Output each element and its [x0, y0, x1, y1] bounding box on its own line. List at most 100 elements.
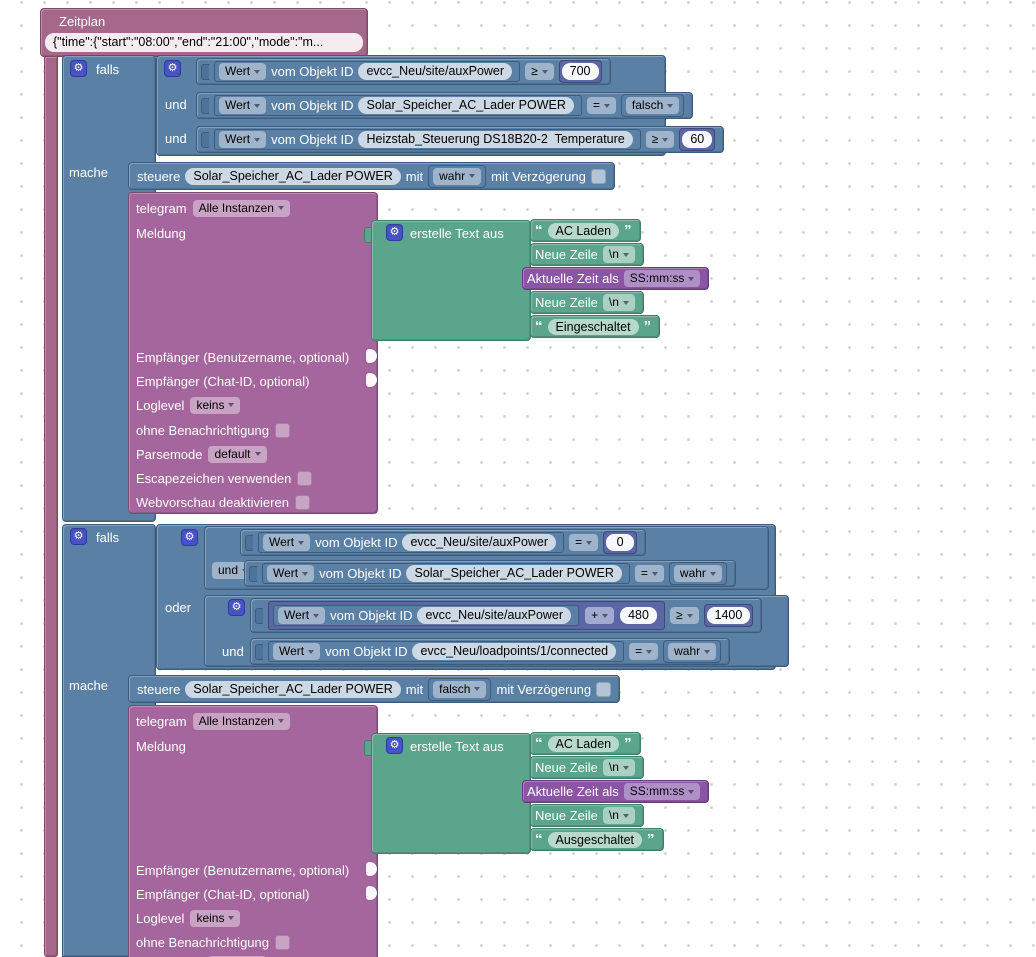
gear-icon[interactable]: ⚙ — [386, 737, 403, 754]
number-block[interactable]: 0 — [603, 531, 638, 554]
value-socket[interactable] — [366, 373, 377, 387]
newline-block[interactable]: Neue Zeile \n — [530, 291, 644, 314]
boolean-block[interactable]: wahr — [428, 164, 487, 188]
object-id-field[interactable]: evcc_Neu/site/auxPower — [358, 63, 513, 80]
webpreview-checkbox[interactable] — [294, 494, 310, 510]
value-socket[interactable] — [366, 349, 377, 363]
get-value-block[interactable]: Wert vom Objekt ID evcc_Neu/site/auxPowe… — [273, 605, 580, 626]
gear-icon[interactable]: ⚙ — [386, 224, 403, 241]
number-field[interactable]: 480 — [620, 607, 657, 624]
number-block[interactable]: 1400 — [703, 604, 754, 627]
get-value-block[interactable]: Wert vom Objekt ID Solar_Speicher_AC_Lad… — [214, 95, 582, 116]
number-block[interactable]: 700 — [558, 60, 602, 83]
escape-checkbox[interactable] — [297, 470, 313, 486]
number-field[interactable]: 1400 — [706, 607, 751, 624]
compare-operator-dropdown[interactable]: = — [629, 643, 659, 660]
value-type-dropdown[interactable]: Wert — [278, 607, 326, 624]
current-time-block[interactable]: Aktuelle Zeit als SS:mm:ss — [522, 267, 710, 290]
value-type-dropdown[interactable]: Wert — [263, 534, 311, 551]
time-format-dropdown[interactable]: SS:mm:ss — [623, 783, 701, 800]
parsemode-dropdown[interactable]: default — [208, 445, 267, 463]
schedule-block[interactable]: Zeitplan {"time":{"start":"08:00","end":… — [40, 8, 368, 57]
value-socket[interactable] — [366, 862, 377, 876]
condition-row[interactable]: Wert vom Objekt ID evcc_Neu/site/auxPowe… — [196, 58, 611, 85]
value-type-dropdown[interactable]: Wert — [219, 97, 267, 114]
boolean-dropdown[interactable]: wahr — [433, 167, 482, 185]
newline-block[interactable]: Neue Zeile \n — [530, 804, 644, 827]
text-block[interactable]: “ AC Laden ” — [530, 732, 641, 755]
newline-block[interactable]: Neue Zeile \n — [530, 243, 644, 266]
control-state-block[interactable]: steuere Solar_Speicher_AC_Lader POWER mi… — [128, 162, 615, 190]
object-id-field[interactable]: evcc_Neu/site/auxPower — [417, 607, 572, 624]
condition-row[interactable]: Wert vom Objekt ID evcc_Neu/site/auxPowe… — [250, 598, 763, 633]
silent-checkbox[interactable] — [275, 934, 290, 950]
schedule-rule-field[interactable]: {"time":{"start":"08:00","end":"21:00","… — [45, 33, 363, 52]
text-field[interactable]: Ausgeschaltet — [547, 831, 643, 848]
condition-row[interactable]: Wert vom Objekt ID Solar_Speicher_AC_Lad… — [196, 92, 694, 119]
condition-row[interactable]: Wert vom Objekt ID Heizstab_Steuerung DS… — [196, 126, 725, 153]
boolean-block[interactable]: wahr — [663, 640, 722, 663]
loglevel-dropdown[interactable]: keins — [190, 909, 241, 927]
control-state-block[interactable]: steuere Solar_Speicher_AC_Lader POWER mi… — [128, 675, 621, 703]
number-block[interactable]: 60 — [679, 128, 716, 151]
condition-row[interactable]: Wert vom Objekt ID evcc_Neu/loadpoints/1… — [250, 638, 731, 665]
get-value-block[interactable]: Wert vom Objekt ID evcc_Neu/site/auxPowe… — [214, 61, 521, 82]
newline-block[interactable]: Neue Zeile \n — [530, 756, 644, 779]
object-id-field[interactable]: evcc_Neu/site/auxPower — [402, 534, 557, 551]
newline-dropdown[interactable]: \n — [602, 246, 635, 263]
text-block[interactable]: “ Eingeschaltet ” — [530, 315, 661, 338]
newline-dropdown[interactable]: \n — [602, 759, 635, 776]
delay-checkbox[interactable] — [590, 168, 606, 184]
compare-operator-dropdown[interactable]: ≥ — [525, 63, 554, 80]
boolean-block[interactable]: falsch — [620, 94, 685, 117]
compare-operator-dropdown[interactable]: = — [586, 97, 616, 114]
instance-dropdown[interactable]: Alle Instanzen — [192, 712, 290, 730]
object-id-field[interactable]: Solar_Speicher_AC_Lader POWER — [406, 565, 622, 582]
boolean-dropdown[interactable]: falsch — [433, 680, 487, 698]
compare-operator-dropdown[interactable]: = — [569, 534, 599, 551]
compare-operator-dropdown[interactable]: ≥ — [669, 607, 699, 624]
condition-row[interactable]: Wert vom Objekt ID Solar_Speicher_AC_Lad… — [244, 560, 736, 587]
value-type-dropdown[interactable]: Wert — [273, 643, 321, 660]
boolean-dropdown[interactable]: wahr — [673, 565, 722, 582]
telegram-block[interactable] — [128, 705, 378, 957]
text-field[interactable]: AC Laden — [547, 222, 620, 239]
gear-icon[interactable]: ⚙ — [181, 529, 198, 546]
object-id-field[interactable]: Solar_Speicher_AC_Lader POWER — [358, 97, 574, 114]
object-id-field[interactable]: Heizstab_Steuerung DS18B20-2 Temperature — [358, 131, 633, 148]
instance-dropdown[interactable]: Alle Instanzen — [192, 199, 290, 217]
schedule-block-spine[interactable] — [44, 56, 58, 957]
boolean-dropdown[interactable]: falsch — [625, 97, 680, 114]
text-field[interactable]: Eingeschaltet — [547, 318, 639, 335]
arithmetic-operator-dropdown[interactable]: + — [585, 607, 615, 624]
object-id-field[interactable]: Solar_Speicher_AC_Lader POWER — [185, 680, 401, 698]
silent-checkbox[interactable] — [275, 422, 290, 438]
gear-icon[interactable]: ⚙ — [164, 60, 181, 77]
loglevel-dropdown[interactable]: keins — [190, 396, 241, 414]
value-type-dropdown[interactable]: Wert — [219, 63, 267, 80]
newline-dropdown[interactable]: \n — [602, 807, 635, 824]
value-type-dropdown[interactable]: Wert — [219, 131, 267, 148]
get-value-block[interactable]: Wert vom Objekt ID evcc_Neu/site/auxPowe… — [258, 532, 565, 553]
math-arithmetic-block[interactable]: Wert vom Objekt ID evcc_Neu/site/auxPowe… — [268, 601, 665, 630]
telegram-block[interactable] — [128, 192, 378, 514]
object-id-field[interactable]: Solar_Speicher_AC_Lader POWER — [185, 167, 401, 185]
number-field[interactable]: 700 — [561, 63, 599, 80]
boolean-dropdown[interactable]: wahr — [668, 643, 717, 660]
gear-icon[interactable]: ⚙ — [70, 528, 87, 545]
value-socket[interactable] — [366, 886, 377, 900]
boolean-block[interactable]: wahr — [668, 562, 727, 585]
boolean-block[interactable]: falsch — [428, 677, 492, 701]
gear-icon[interactable]: ⚙ — [70, 60, 87, 77]
text-block[interactable]: “ AC Laden ” — [530, 219, 641, 242]
newline-dropdown[interactable]: \n — [602, 294, 635, 311]
text-field[interactable]: AC Laden — [547, 735, 620, 752]
get-value-block[interactable]: Wert vom Objekt ID Solar_Speicher_AC_Lad… — [262, 563, 630, 584]
object-id-field[interactable]: evcc_Neu/loadpoints/1/connected — [412, 643, 617, 660]
compare-operator-dropdown[interactable]: ≥ — [645, 131, 675, 148]
condition-row[interactable]: Wert vom Objekt ID evcc_Neu/site/auxPowe… — [240, 529, 647, 556]
time-format-dropdown[interactable]: SS:mm:ss — [623, 270, 701, 287]
text-block[interactable]: “ Ausgeschaltet ” — [530, 828, 664, 851]
logic-operator-dropdown[interactable]: und — [212, 562, 255, 579]
